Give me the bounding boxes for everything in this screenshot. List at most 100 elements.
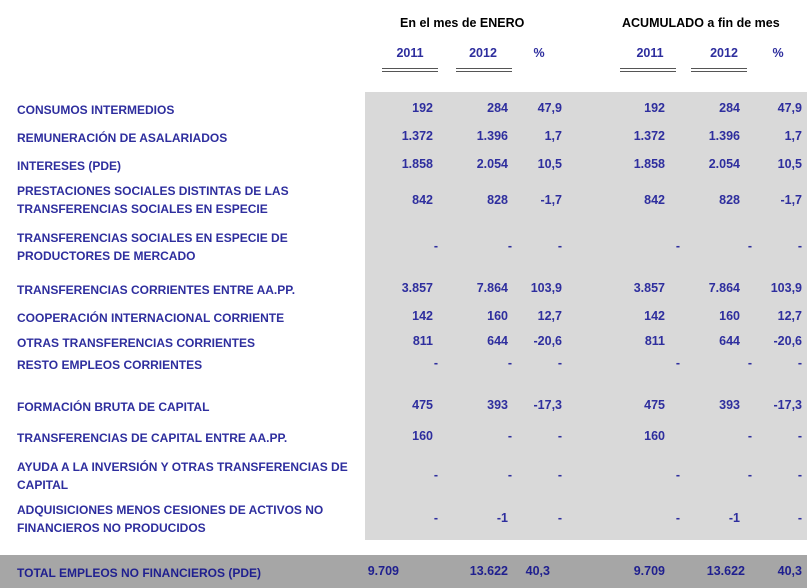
value-2011-cumulative: 3.857 <box>633 281 665 295</box>
value-2012-month: 284 <box>487 101 508 115</box>
value-pct-cumulative: - <box>797 239 802 253</box>
cumulative-header: ACUMULADO a fin de mes <box>622 16 780 30</box>
value-2012-cumulative: 644 <box>719 334 740 348</box>
double-rule <box>382 68 438 72</box>
month-header: En el mes de ENERO <box>400 16 525 30</box>
row-label: TRANSFERENCIAS SOCIALES EN ESPECIE DE PR… <box>17 231 288 263</box>
value-2012-cumulative: 2.054 <box>708 157 740 171</box>
value-2011-cumulative: 842 <box>644 193 665 207</box>
value-2012-month: 828 <box>487 193 508 207</box>
value-2012-cumulative: 393 <box>719 398 740 412</box>
row-label: TRANSFERENCIAS DE CAPITAL ENTRE AA.PP. <box>17 431 288 445</box>
value-pct-cumulative: - <box>797 429 802 443</box>
column-header-2011-cumulative: 2011 <box>636 46 664 60</box>
value-pct-cumulative: -20,6 <box>773 334 803 348</box>
value-2011-cumulative: - <box>675 239 680 253</box>
value-2012-cumulative: 1.396 <box>708 129 740 143</box>
value-pct-cumulative: -1,7 <box>780 193 802 207</box>
value-2011-cumulative: 1.372 <box>633 129 665 143</box>
value-pct-month: 103,9 <box>530 281 562 295</box>
row-label: RESTO EMPLEOS CORRIENTES <box>17 358 203 372</box>
value-pct-month: - <box>557 239 562 253</box>
value-2012-month: -1 <box>496 511 508 525</box>
value-pct-month: 47,9 <box>537 101 562 115</box>
row-label: TRANSFERENCIAS CORRIENTES ENTRE AA.PP. <box>17 283 296 297</box>
column-header-pct-month: % <box>533 46 545 60</box>
value-2012-cumulative: 828 <box>719 193 740 207</box>
value-2012-cumulative: -1 <box>728 511 740 525</box>
total-2012-cumulative: 13.622 <box>706 564 745 578</box>
value-2011-cumulative: 1.858 <box>633 157 665 171</box>
double-rule <box>691 68 747 72</box>
value-2011-month: 192 <box>412 101 433 115</box>
double-rule <box>456 68 512 72</box>
value-2012-cumulative: 160 <box>719 309 740 323</box>
row-label: REMUNERACIÓN DE ASALARIADOS <box>17 131 228 145</box>
value-2011-month: 160 <box>412 429 433 443</box>
data-area-background <box>365 92 807 540</box>
value-2011-cumulative: 192 <box>644 101 665 115</box>
value-2011-month: 1.372 <box>401 129 433 143</box>
total-2012-month: 13.622 <box>469 564 508 578</box>
total-2011-cumulative: 9.709 <box>633 564 665 578</box>
column-header-pct-cumulative: % <box>772 46 784 60</box>
value-2011-month: 475 <box>412 398 433 412</box>
value-2012-month: - <box>507 468 512 482</box>
row-label: INTERESES (PDE) <box>17 159 122 173</box>
value-pct-cumulative: 103,9 <box>770 281 802 295</box>
value-2011-cumulative: 475 <box>644 398 665 412</box>
value-2012-month: 393 <box>487 398 508 412</box>
value-2012-month: 2.054 <box>476 157 508 171</box>
row-label: OTRAS TRANSFERENCIAS CORRIENTES <box>17 336 256 350</box>
value-2011-month: 3.857 <box>401 281 433 295</box>
column-header-2012-month: 2012 <box>469 46 497 60</box>
row-label: PRESTACIONES SOCIALES DISTINTAS DE LAS T… <box>17 184 289 216</box>
value-pct-month: - <box>557 468 562 482</box>
value-pct-month: 1,7 <box>544 129 562 143</box>
value-2011-month: - <box>433 356 438 370</box>
value-2011-cumulative: 160 <box>644 429 665 443</box>
value-pct-month: -1,7 <box>540 193 562 207</box>
value-2012-cumulative: - <box>747 468 752 482</box>
row-label: AYUDA A LA INVERSIÓN Y OTRAS TRANSFERENC… <box>17 460 348 492</box>
value-2011-month: - <box>433 468 438 482</box>
value-pct-month: -17,3 <box>533 398 563 412</box>
value-2012-month: 160 <box>487 309 508 323</box>
value-pct-month: - <box>557 511 562 525</box>
value-pct-month: 10,5 <box>537 157 562 171</box>
value-pct-cumulative: - <box>797 511 802 525</box>
total-pct-cumulative: 40,3 <box>777 564 802 578</box>
value-2012-cumulative: - <box>747 429 752 443</box>
row-label: FORMACIÓN BRUTA DE CAPITAL <box>17 400 210 414</box>
value-2011-cumulative: 811 <box>644 334 665 348</box>
value-2011-month: - <box>433 239 438 253</box>
value-2012-cumulative: 7.864 <box>708 281 740 295</box>
value-2012-cumulative: - <box>747 239 752 253</box>
column-header-2012-cumulative: 2012 <box>710 46 738 60</box>
row-label: CONSUMOS INTERMEDIOS <box>17 103 175 117</box>
total-row-background <box>0 555 807 588</box>
value-pct-cumulative: 10,5 <box>777 157 802 171</box>
value-2012-cumulative: 284 <box>719 101 740 115</box>
column-header-2011-month: 2011 <box>396 46 424 60</box>
value-2012-month: - <box>507 356 512 370</box>
value-2011-cumulative: - <box>675 356 680 370</box>
value-pct-cumulative: 12,7 <box>777 309 802 323</box>
value-pct-cumulative: 47,9 <box>777 101 802 115</box>
total-label: TOTAL EMPLEOS NO FINANCIEROS (PDE) <box>17 566 262 580</box>
row-label: ADQUISICIONES MENOS CESIONES DE ACTIVOS … <box>17 503 324 535</box>
value-pct-cumulative: -17,3 <box>773 398 803 412</box>
value-2011-month: 1.858 <box>401 157 433 171</box>
value-pct-month: 12,7 <box>537 309 562 323</box>
value-pct-cumulative: 1,7 <box>784 129 802 143</box>
value-2012-month: 644 <box>487 334 508 348</box>
value-2011-month: 811 <box>412 334 433 348</box>
value-2012-month: - <box>507 239 512 253</box>
value-2011-month: 142 <box>412 309 433 323</box>
value-2011-month: 842 <box>412 193 433 207</box>
total-pct-month: 40,3 <box>525 564 550 578</box>
row-label: COOPERACIÓN INTERNACIONAL CORRIENTE <box>17 311 285 325</box>
value-2012-cumulative: - <box>747 356 752 370</box>
value-pct-month: - <box>557 429 562 443</box>
value-pct-cumulative: - <box>797 356 802 370</box>
